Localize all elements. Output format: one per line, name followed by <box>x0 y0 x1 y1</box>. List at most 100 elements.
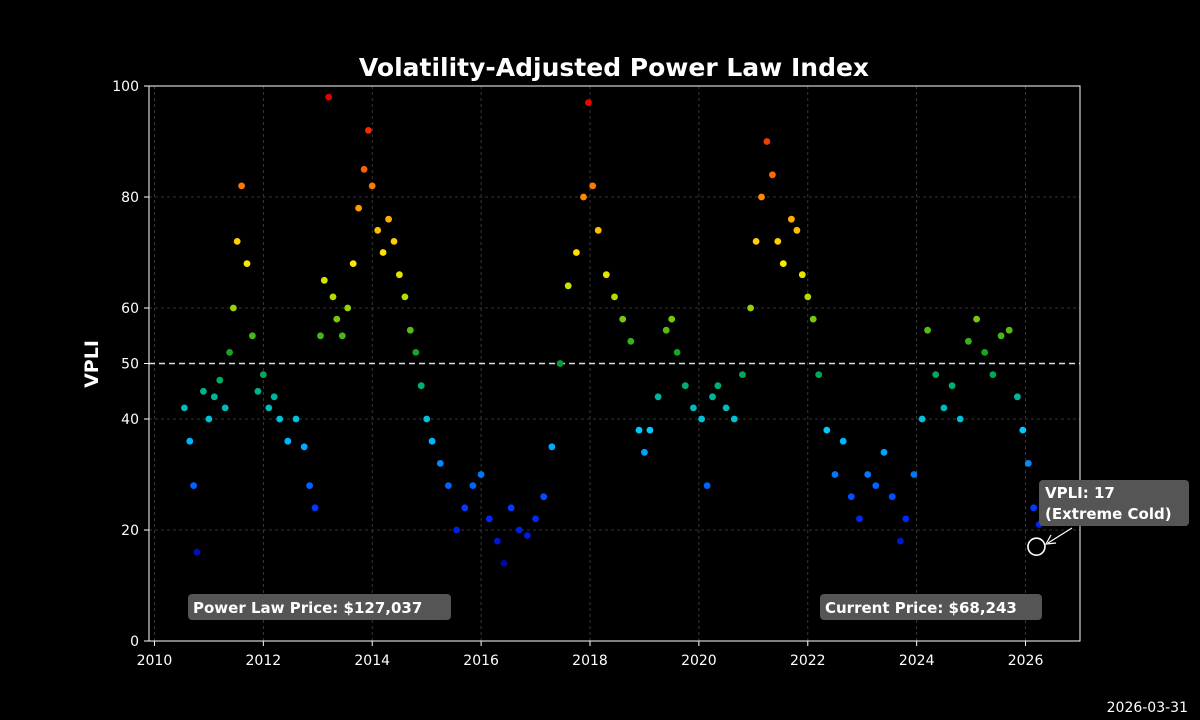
data-point <box>804 293 812 301</box>
data-point <box>221 404 229 412</box>
data-point <box>896 537 904 545</box>
data-point <box>774 238 782 245</box>
data-point <box>500 559 508 567</box>
data-point <box>485 515 493 523</box>
data-point <box>1005 326 1013 334</box>
data-point <box>611 293 618 301</box>
data-point <box>524 532 531 539</box>
data-point <box>311 504 319 512</box>
data-point <box>406 326 414 334</box>
data-point <box>973 315 980 323</box>
y-axis-label: VPLI <box>81 340 103 388</box>
data-point <box>924 326 931 334</box>
data-point <box>722 404 730 412</box>
data-point <box>739 371 746 378</box>
data-point <box>619 315 627 323</box>
data-point <box>385 215 392 223</box>
data-point <box>230 304 237 312</box>
data-point <box>815 371 823 378</box>
data-point <box>445 482 452 489</box>
current-vpli-status: (Extreme Cold) <box>1045 505 1172 523</box>
data-point <box>532 515 539 523</box>
x-tick-label: 2018 <box>572 653 608 669</box>
data-point <box>589 182 597 190</box>
data-points <box>181 93 1043 567</box>
data-point <box>880 448 888 456</box>
data-point <box>344 304 352 312</box>
data-point <box>320 276 328 284</box>
data-point <box>365 126 372 134</box>
annotation-arrow <box>1047 527 1073 544</box>
data-point <box>390 238 398 245</box>
data-point <box>709 393 716 401</box>
data-point <box>423 415 431 423</box>
data-point <box>948 382 956 390</box>
data-point <box>1024 460 1032 467</box>
data-point <box>932 371 940 378</box>
data-point <box>417 382 425 390</box>
data-point <box>355 204 362 212</box>
data-point <box>1030 504 1038 512</box>
data-point <box>747 304 754 312</box>
data-point <box>698 415 705 423</box>
data-point <box>654 393 662 401</box>
data-point <box>910 471 918 478</box>
data-point <box>918 415 926 423</box>
data-point <box>730 415 738 423</box>
axes <box>144 85 1081 646</box>
data-point <box>200 387 207 395</box>
data-point <box>300 443 308 451</box>
data-point <box>763 138 771 145</box>
data-point <box>205 415 213 423</box>
data-point <box>292 415 300 423</box>
data-point <box>564 282 572 290</box>
data-point <box>238 182 246 190</box>
data-point <box>573 249 580 256</box>
data-point <box>627 337 635 345</box>
data-point <box>752 238 760 245</box>
data-point <box>368 182 376 190</box>
power-law-price-bg <box>188 594 451 620</box>
data-point <box>428 437 436 445</box>
data-point <box>793 226 801 234</box>
x-tick-label: 2014 <box>354 653 390 669</box>
data-point <box>997 332 1005 340</box>
x-tick-label: 2012 <box>246 653 282 669</box>
data-point <box>325 93 333 101</box>
data-point <box>788 215 795 223</box>
data-point <box>412 349 420 356</box>
data-point <box>872 482 880 489</box>
data-point <box>540 493 548 501</box>
data-point <box>556 360 564 367</box>
data-point <box>956 415 964 423</box>
data-point <box>507 504 515 512</box>
data-point <box>965 337 972 345</box>
data-point <box>839 437 847 445</box>
data-point <box>662 326 670 334</box>
data-point <box>641 448 648 456</box>
x-tick-label: 2024 <box>899 653 935 669</box>
annotation-arrowhead <box>1044 534 1057 545</box>
data-point <box>186 437 194 445</box>
current-point-marker <box>1027 537 1046 556</box>
data-point <box>333 315 341 323</box>
data-point <box>193 548 201 556</box>
data-point <box>580 193 587 201</box>
data-point <box>668 315 676 323</box>
x-tick-label: 2026 <box>1008 653 1044 669</box>
data-point <box>226 349 234 356</box>
data-point <box>276 415 284 423</box>
data-point <box>436 460 444 467</box>
data-point <box>646 426 654 434</box>
chart-title: Volatility-Adjusted Power Law Index <box>359 53 869 82</box>
data-point <box>902 515 910 523</box>
current-price-box: Current Price: $68,243 <box>820 594 1042 620</box>
power-law-price-label: Power Law Price: $127,037 <box>193 599 422 617</box>
current-vpli-annotation: VPLI: 17 (Extreme Cold) <box>1039 480 1189 545</box>
data-point <box>690 404 697 412</box>
data-point <box>270 393 278 401</box>
data-point <box>265 404 273 412</box>
data-point <box>401 293 409 301</box>
current-vpli-bg <box>1039 480 1189 526</box>
